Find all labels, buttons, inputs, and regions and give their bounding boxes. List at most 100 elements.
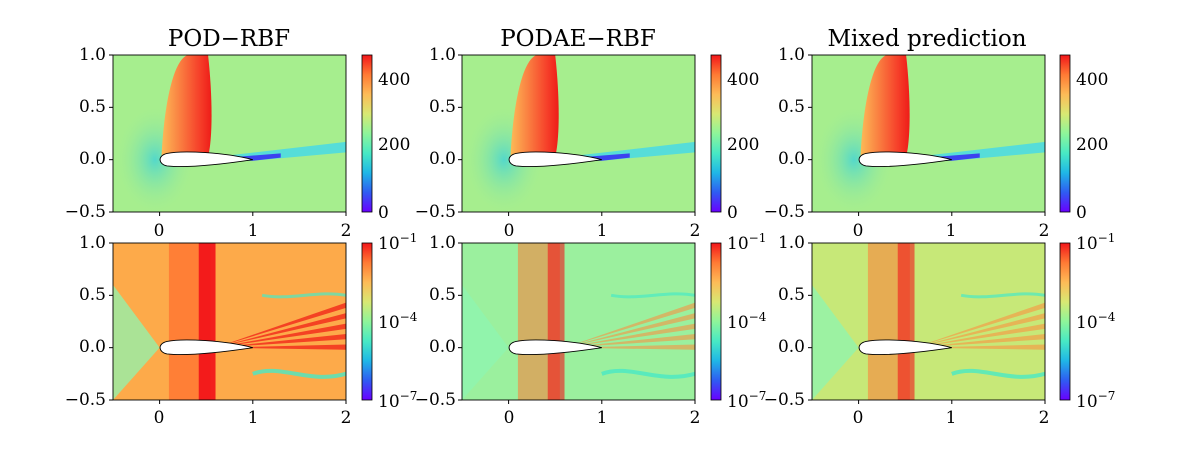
airfoil [159, 151, 253, 167]
colorbar: 400 200 0 [361, 54, 410, 223]
y-tick-label: −0.5 [65, 202, 106, 222]
colorbar-gradient [361, 242, 373, 401]
heatmap-podae-rbf-field [458, 54, 696, 216]
x-tick-label: 2 [690, 408, 701, 428]
y-ticks: 1.0 0.5 0.0 −0.5 [415, 45, 456, 222]
y-tick-label: 0.0 [79, 149, 106, 169]
x-tick-label: 0 [154, 221, 165, 241]
x-tick-label: 2 [341, 408, 352, 428]
colorbar: 400 200 0 [710, 54, 759, 223]
y-tick-label: 0.5 [429, 285, 456, 305]
wake-error-streak [564, 323, 695, 348]
wake-error-streak [914, 302, 1045, 348]
x-tick-label: 0 [154, 408, 165, 428]
wake-error-streak [564, 313, 695, 348]
x-ticks: 0 1 2 [504, 221, 701, 241]
heatmap-mixed-prediction-field [808, 54, 1046, 216]
shock-error-core [897, 243, 915, 400]
colorbar-tick-label: 10−4 [378, 310, 418, 333]
colorbar-gradient [361, 54, 373, 213]
wake-error-streak [914, 334, 1045, 348]
wake-error-streak [215, 313, 346, 348]
airfoil [858, 339, 952, 355]
shock-error-core [198, 243, 216, 400]
x-tick-label: 1 [597, 408, 608, 428]
y-ticks: 1.0 0.5 0.0 −0.5 [65, 45, 106, 222]
supersonic-region [860, 55, 910, 157]
x-tick-label: 0 [504, 221, 515, 241]
error-wedge [462, 284, 509, 400]
y-tick-label: 0.0 [778, 149, 805, 169]
y-tick-label: 0.0 [778, 337, 805, 357]
colorbar: 10−1 10−4 10−7 [710, 231, 767, 412]
y-tick-label: −0.5 [415, 390, 456, 410]
airfoil [508, 339, 602, 355]
wake-error-streak [564, 344, 695, 350]
colorbar-tick-label: 10−7 [727, 389, 766, 412]
y-tick-label: 1.0 [79, 233, 106, 253]
axes-frame [112, 242, 347, 401]
panel-pod-rbf-error: 0 1 2 1.0 0.5 0.0 −0.5 10−1 10−4 10−7 [65, 231, 418, 428]
panel-podae-rbf-error: 0 1 2 1.0 0.5 0.0 −0.5 10−1 10−4 10−7 [415, 231, 767, 428]
wake-error-streak [564, 334, 695, 348]
panel-title: POD−RBF [168, 26, 290, 52]
colorbar-tick-label: 10−1 [378, 231, 417, 254]
panel-mixed-prediction-error: 0 1 2 1.0 0.5 0.0 −0.5 10−1 10−4 10−7 [764, 231, 1116, 428]
y-ticks: 1.0 0.5 0.0 −0.5 [764, 233, 805, 410]
colorbar-tick-label: 400 [378, 70, 410, 90]
x-tick-label: 1 [946, 221, 957, 241]
colorbar-gradient [1059, 242, 1071, 401]
colorbar-tick-label: 10−7 [1076, 389, 1115, 412]
x-ticks: 0 1 2 [154, 408, 352, 428]
x-tick-label: 0 [853, 408, 864, 428]
axes-frame [811, 242, 1046, 401]
panel-podae-rbf-field: PODAE−RBF 0 1 2 1.0 0.5 0.0 −0.5 400 200… [415, 26, 760, 241]
axes-frame [461, 54, 696, 213]
x-tick-label: 0 [853, 221, 864, 241]
y-tick-label: 1.0 [79, 45, 106, 65]
wake-error-streak [914, 313, 1045, 348]
heatmap-layer [113, 55, 346, 212]
heatmap-podae-rbf-error [458, 242, 696, 404]
shock-error-core [547, 243, 565, 400]
colorbar-tick-label: 0 [1076, 203, 1087, 223]
panel-title: PODAE−RBF [500, 26, 656, 52]
y-tick-label: 0.5 [429, 97, 456, 117]
error-wedge [113, 284, 160, 400]
low-error-streak [960, 292, 1045, 299]
y-tick-label: 1.0 [429, 233, 456, 253]
x-ticks: 0 1 2 [154, 221, 352, 241]
colorbar-tick-label: 200 [727, 135, 759, 155]
heatmap-layer [462, 55, 695, 212]
x-tick-label: 1 [248, 408, 259, 428]
error-wedge [812, 284, 859, 400]
x-tick-label: 1 [248, 221, 259, 241]
x-ticks: 0 1 2 [853, 221, 1050, 241]
wake-error-streak [564, 302, 695, 348]
colorbar-tick-label: 10−1 [1076, 231, 1115, 254]
y-tick-label: 1.0 [429, 45, 456, 65]
colorbar-gradient [1059, 54, 1071, 213]
x-tick-label: 0 [504, 408, 515, 428]
colorbar-tick-label: 10−1 [727, 231, 766, 254]
panel-title: Mixed prediction [827, 26, 1026, 52]
colorbar-tick-label: 200 [378, 135, 410, 155]
airfoil [508, 151, 602, 167]
colorbar-tick-label: 400 [727, 70, 759, 90]
axes-frame [461, 242, 696, 401]
colorbar: 400 200 0 [1059, 54, 1108, 223]
heatmap-mixed-prediction-error [808, 242, 1046, 404]
wake-error-streak [215, 302, 346, 348]
heatmap-layer [812, 243, 1045, 400]
y-tick-label: 0.0 [79, 337, 106, 357]
wake-error-streak [215, 323, 346, 348]
supersonic-region [510, 55, 559, 157]
heatmap-layer [113, 243, 346, 400]
axes-frame [112, 54, 347, 213]
heatmap-layer [812, 55, 1045, 212]
low-error-streak [951, 368, 1045, 379]
y-tick-label: −0.5 [65, 390, 106, 410]
colorbar-gradient [710, 54, 722, 213]
colorbar-gradient [710, 242, 722, 401]
